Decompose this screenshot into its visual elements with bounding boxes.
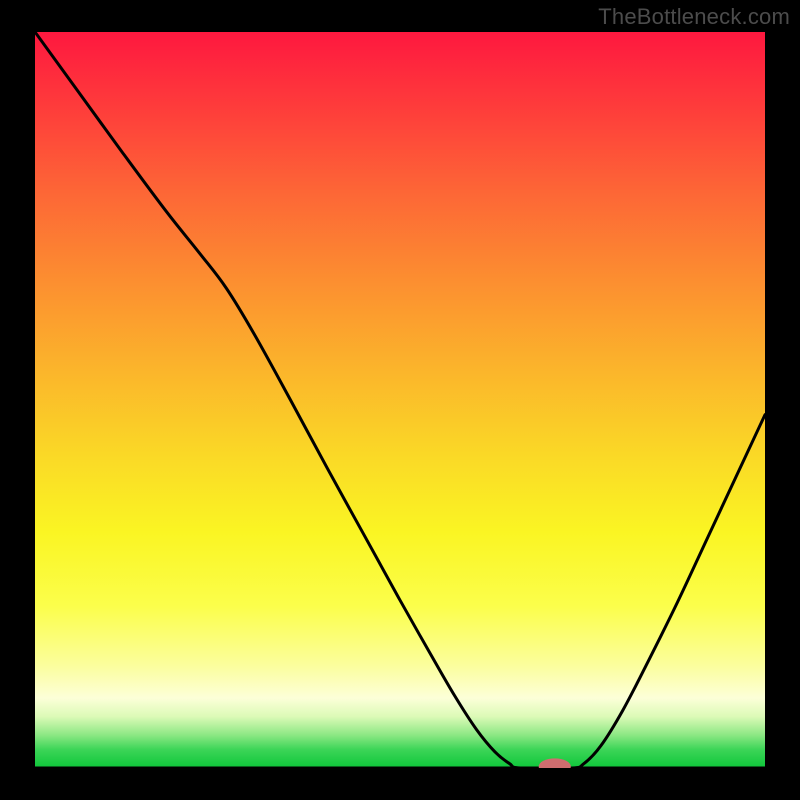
gradient-background <box>35 32 765 768</box>
bottleneck-chart <box>35 32 765 768</box>
chart-frame: TheBottleneck.com <box>0 0 800 800</box>
attribution-text: TheBottleneck.com <box>598 4 790 30</box>
plot-area <box>35 32 765 768</box>
